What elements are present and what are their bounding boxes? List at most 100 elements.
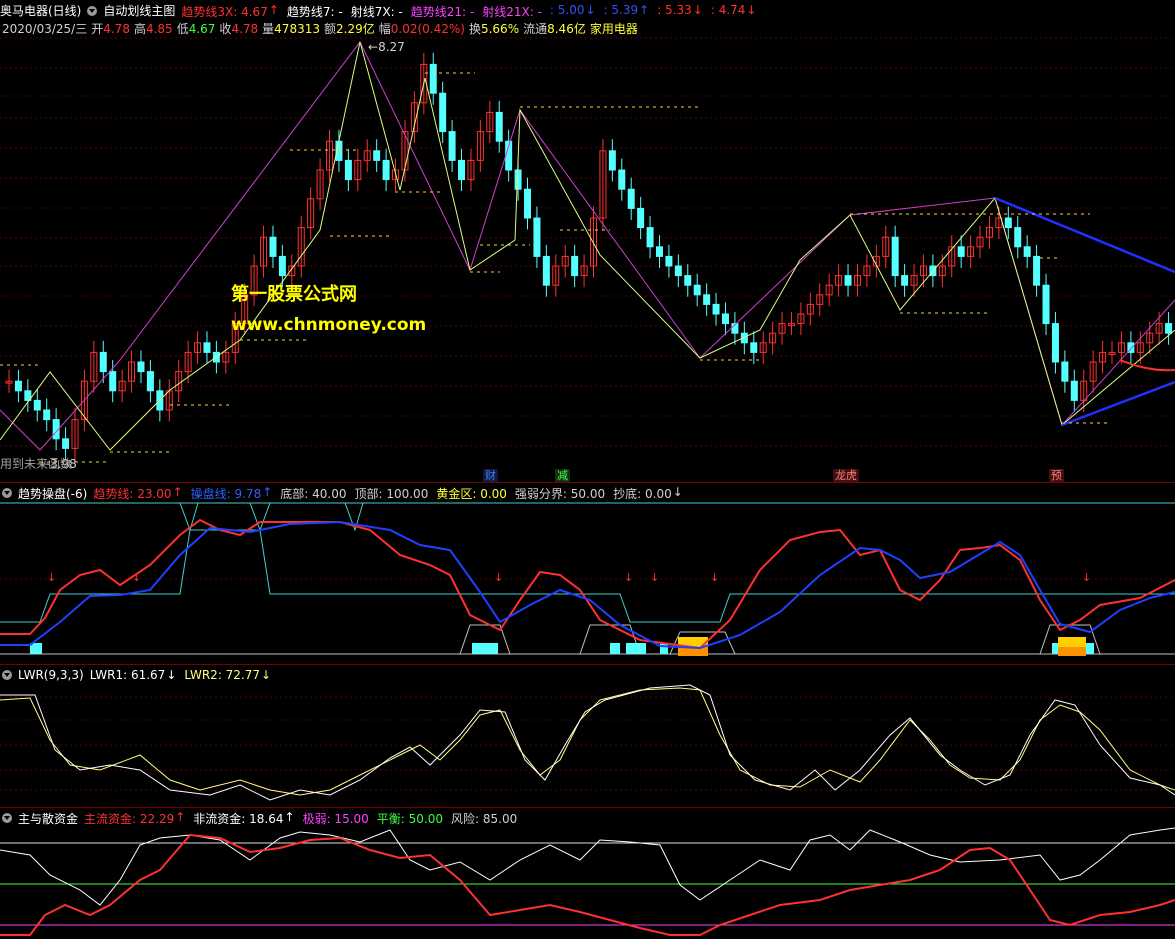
channel-upper-line xyxy=(994,196,1175,274)
candle-body xyxy=(618,169,626,190)
panel3-values: 主流资金: 22.29 ↑ 非流资金: 18.64 ↑ 极弱: 15.00 平衡: 50.… xyxy=(84,810,517,827)
watermark-url: www.chnmoney.com xyxy=(231,315,427,335)
candle-body xyxy=(194,342,202,353)
candle-body xyxy=(260,236,268,267)
candle-body xyxy=(1108,351,1116,355)
event-marker-dragon-tiger[interactable]: 龙虎 xyxy=(833,469,859,482)
candle-body xyxy=(495,111,503,142)
candle-body xyxy=(1070,380,1078,401)
bottom-zone-trace xyxy=(459,624,511,655)
candle-body xyxy=(844,275,852,286)
candle-body xyxy=(599,150,607,219)
volume-label: 量 xyxy=(262,21,275,36)
panel1-dropdown-icon[interactable] xyxy=(2,488,12,498)
candle-body xyxy=(806,303,814,315)
candle-body xyxy=(33,399,41,411)
candle-body xyxy=(288,265,296,277)
main-param-item: 趋势线7: - xyxy=(286,4,343,19)
event-marker-forecast[interactable]: 预 xyxy=(1049,469,1064,482)
candle-body xyxy=(14,380,22,392)
volume-value: 478313 xyxy=(274,21,320,36)
candle-body xyxy=(825,284,833,296)
close-label: 收 xyxy=(219,21,232,36)
panel3-value-item: 风险: 85.00 xyxy=(451,811,518,826)
non-main-fund-line xyxy=(0,827,1175,906)
candle-body xyxy=(71,419,79,449)
candle-body xyxy=(646,227,654,248)
candle-body xyxy=(326,140,334,171)
panel3-name[interactable]: 主与散资金 xyxy=(18,811,79,826)
candle-body xyxy=(721,313,729,325)
stock-title[interactable]: 奥马电器(日线) xyxy=(0,4,82,18)
panel2-name[interactable]: LWR(9,3,3) xyxy=(18,668,84,682)
panel1-header: 趋势操盘(-6) 趋势线: 23.00 ↑ 操盘线: 9.78 ↑ 底部: 40.00 顶… xyxy=(2,485,683,501)
panel1-value-item: 抄底: 0.00 xyxy=(613,486,672,501)
indicator-dropdown-icon[interactable] xyxy=(87,6,98,16)
candle-body xyxy=(344,159,352,181)
trend-arrow-icon: ↓ xyxy=(746,2,757,17)
golden-zone-block xyxy=(1058,647,1086,656)
candle-body xyxy=(1051,323,1059,363)
warning-arrow-icon: ↓ xyxy=(1082,571,1091,584)
golden-zone-block xyxy=(1058,637,1086,647)
candle-body xyxy=(1004,217,1012,229)
open-label: 开 xyxy=(91,21,104,36)
candle-body xyxy=(231,323,239,353)
candle-body xyxy=(354,159,362,181)
trend-arrow-icon: ↑ xyxy=(262,484,273,499)
signal-block xyxy=(626,643,646,654)
float-value: 8.46亿 xyxy=(547,21,586,36)
trend-line-magenta xyxy=(0,41,1175,451)
lwr1-line xyxy=(0,684,1175,801)
candle-body xyxy=(957,246,965,257)
candle-body xyxy=(684,275,692,286)
candle-body xyxy=(693,284,701,296)
main-param-item: : 5.39 xyxy=(603,2,639,17)
candle-body xyxy=(429,63,437,94)
trend-arrow-icon: ↑ xyxy=(639,2,650,17)
main-indicator-name[interactable]: 自动划线主图 xyxy=(103,4,176,18)
main-param-item: : 5.00 xyxy=(549,2,585,17)
trend-arrow-icon: ↑ xyxy=(175,809,186,824)
candle-body xyxy=(410,102,418,133)
candle-body xyxy=(533,217,541,257)
event-marker-finance[interactable]: 财 xyxy=(483,469,498,482)
candle-body xyxy=(1023,246,1031,257)
panel-divider xyxy=(0,807,1175,808)
watermark-title: 第一股票公式网 xyxy=(231,284,357,305)
turnover-value: 5.66% xyxy=(480,21,520,36)
candle-body xyxy=(118,380,126,392)
trend-line-red xyxy=(0,518,1175,650)
candle-body xyxy=(137,361,145,373)
candle-body xyxy=(1061,361,1069,382)
amount-value: 2.29亿 xyxy=(336,21,375,36)
candle-body xyxy=(307,198,315,229)
candle-body xyxy=(250,265,258,296)
candle-body xyxy=(674,265,682,277)
candle-body xyxy=(1146,332,1154,344)
candle-body xyxy=(458,159,466,181)
candle-body xyxy=(835,275,843,286)
main-param-item: : 4.74 xyxy=(710,2,746,17)
warning-arrow-icon: ↓ xyxy=(47,571,56,584)
panel3-dropdown-icon[interactable] xyxy=(2,813,12,823)
candle-body xyxy=(655,246,663,257)
candle-body xyxy=(146,371,154,392)
event-marker-reduce[interactable]: 减 xyxy=(555,469,570,482)
panel1-name[interactable]: 趋势操盘(-6) xyxy=(18,486,88,501)
low-price-marker: ←3.98 xyxy=(40,457,77,471)
candle-body xyxy=(967,246,975,257)
candle-body xyxy=(750,342,758,353)
candle-body xyxy=(1127,342,1135,353)
panel2-dropdown-icon[interactable] xyxy=(2,670,12,680)
candle-body xyxy=(5,380,13,384)
top-zone-trace xyxy=(179,502,364,532)
candle-body xyxy=(571,255,579,277)
candle-body xyxy=(882,236,890,257)
panel3-value-item: 非流资金: 18.64 xyxy=(193,811,284,826)
candle-body xyxy=(1099,351,1107,363)
candle-body xyxy=(1089,361,1097,382)
operator-line-blue xyxy=(0,520,1175,650)
sector-label[interactable]: 家用电器 xyxy=(589,21,638,36)
